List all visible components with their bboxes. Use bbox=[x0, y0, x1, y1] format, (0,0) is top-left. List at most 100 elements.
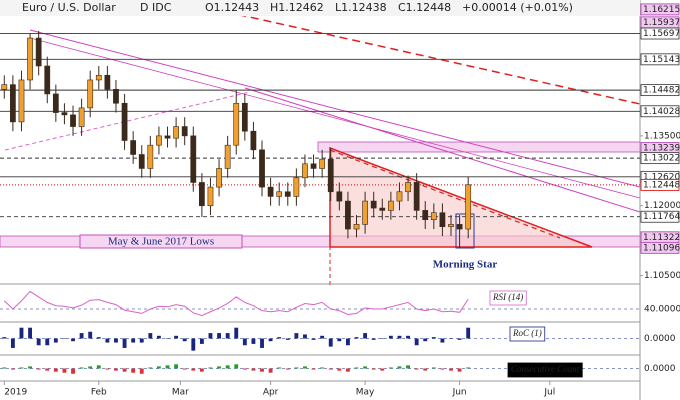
indicator-bar bbox=[79, 333, 84, 339]
indicator-bar bbox=[320, 335, 325, 339]
candle-body bbox=[302, 163, 308, 179]
indicator-bar bbox=[242, 338, 247, 346]
candle-body bbox=[345, 200, 351, 230]
indicator-bar bbox=[466, 367, 471, 369]
candle-body bbox=[284, 191, 291, 197]
indicator-bar bbox=[303, 334, 307, 339]
candle-body bbox=[87, 79, 94, 109]
indicator-bar bbox=[114, 338, 118, 343]
candle-body bbox=[430, 212, 437, 221]
indicator-bar bbox=[406, 335, 410, 339]
candle-body bbox=[327, 158, 334, 193]
y-tick-label: 0.0000 bbox=[644, 334, 676, 344]
indicator-bar bbox=[139, 338, 144, 343]
indicator-bar bbox=[156, 335, 161, 339]
indicator-bar bbox=[88, 331, 93, 339]
candle-body bbox=[319, 158, 326, 169]
indicator-bar bbox=[457, 368, 462, 372]
level-box bbox=[640, 152, 680, 165]
interval: D bbox=[140, 1, 148, 14]
candle-body bbox=[387, 200, 394, 211]
indicator-bar bbox=[88, 366, 93, 369]
level-label: 1.14482 bbox=[643, 86, 680, 96]
indicator-bar bbox=[53, 368, 58, 372]
level-label: 1.11322 bbox=[643, 233, 680, 243]
symbol: Euro / U.S. Dollar bbox=[22, 1, 116, 14]
candle-body bbox=[336, 191, 343, 202]
candle-body bbox=[250, 130, 257, 151]
indicator-bar bbox=[268, 338, 273, 342]
indicator-bar bbox=[363, 333, 368, 339]
x-tick-label: Jun bbox=[452, 388, 467, 398]
indicator-bar bbox=[19, 327, 24, 339]
y-tick-label: 1.12000 bbox=[644, 201, 680, 211]
indicator-bar bbox=[345, 338, 350, 346]
indicator-bar bbox=[260, 338, 264, 348]
indicator-bar bbox=[225, 365, 230, 369]
indicator-bar bbox=[182, 338, 187, 342]
indicator-bar bbox=[217, 366, 221, 369]
indicator-bar bbox=[148, 333, 153, 339]
candle-body bbox=[353, 224, 360, 230]
trend-line bbox=[29, 37, 641, 199]
candle-body bbox=[439, 212, 446, 228]
indicator-bar bbox=[174, 364, 179, 369]
indicator-label: RSI (14) bbox=[492, 292, 523, 302]
indicator-bar bbox=[45, 338, 50, 346]
candle-body bbox=[207, 186, 214, 207]
candle-body bbox=[241, 102, 248, 132]
indicator-bar bbox=[363, 366, 368, 369]
indicator-bar bbox=[19, 367, 24, 369]
candle-body bbox=[396, 191, 403, 202]
indicator-bar bbox=[388, 335, 393, 339]
indicator-bar bbox=[122, 368, 127, 372]
candle-body bbox=[267, 186, 274, 197]
candle-body bbox=[35, 37, 42, 67]
ohlc-high: H1.12462 bbox=[270, 1, 324, 14]
level-label: 1.14028 bbox=[643, 107, 680, 117]
indicator-bar bbox=[449, 338, 453, 339]
level-label: 1.11096 bbox=[643, 243, 680, 253]
level-label: 1.12448 bbox=[643, 180, 680, 190]
indicator-bar bbox=[354, 337, 359, 339]
indicator-bar bbox=[62, 368, 67, 373]
indicator-bar bbox=[345, 368, 350, 372]
candle-body bbox=[224, 144, 231, 169]
indicator-bar bbox=[388, 367, 393, 369]
indicator-bar bbox=[260, 368, 264, 372]
indicator-bar bbox=[337, 338, 342, 342]
ohlc-close: C1.12448 bbox=[398, 1, 451, 14]
candle-body bbox=[259, 149, 265, 188]
level-box bbox=[640, 27, 680, 40]
level-box bbox=[640, 241, 680, 254]
indicator-bar bbox=[199, 368, 204, 372]
level-label: 1.11764 bbox=[643, 212, 680, 222]
candle-body bbox=[190, 135, 197, 183]
indicator-bar bbox=[294, 333, 299, 339]
indicator-bar bbox=[423, 368, 428, 371]
candle-body bbox=[1, 84, 8, 90]
indicator-bar bbox=[122, 338, 127, 348]
candle-body bbox=[370, 200, 377, 209]
indicator-label: RoC (1) bbox=[512, 328, 542, 338]
candle-body bbox=[181, 126, 188, 137]
indicator-bar bbox=[105, 338, 110, 343]
ohlc-open: O1.12443 bbox=[205, 1, 259, 14]
level-label: 1.13022 bbox=[643, 154, 680, 164]
candle-body bbox=[199, 182, 205, 207]
candle-body bbox=[27, 37, 33, 81]
candle-body bbox=[293, 177, 300, 197]
indicator-bar bbox=[423, 338, 428, 342]
candle-body bbox=[276, 191, 283, 197]
indicator-bar bbox=[251, 338, 256, 344]
candle-body bbox=[233, 102, 240, 146]
indicator-bar bbox=[225, 333, 230, 339]
candle-body bbox=[10, 84, 16, 123]
indicator-bar bbox=[234, 364, 239, 369]
trend-line bbox=[244, 87, 641, 213]
indicator-bar bbox=[242, 368, 247, 370]
indicator-label-box bbox=[507, 362, 583, 378]
indicator-bar bbox=[303, 366, 307, 369]
level-box bbox=[640, 178, 680, 191]
